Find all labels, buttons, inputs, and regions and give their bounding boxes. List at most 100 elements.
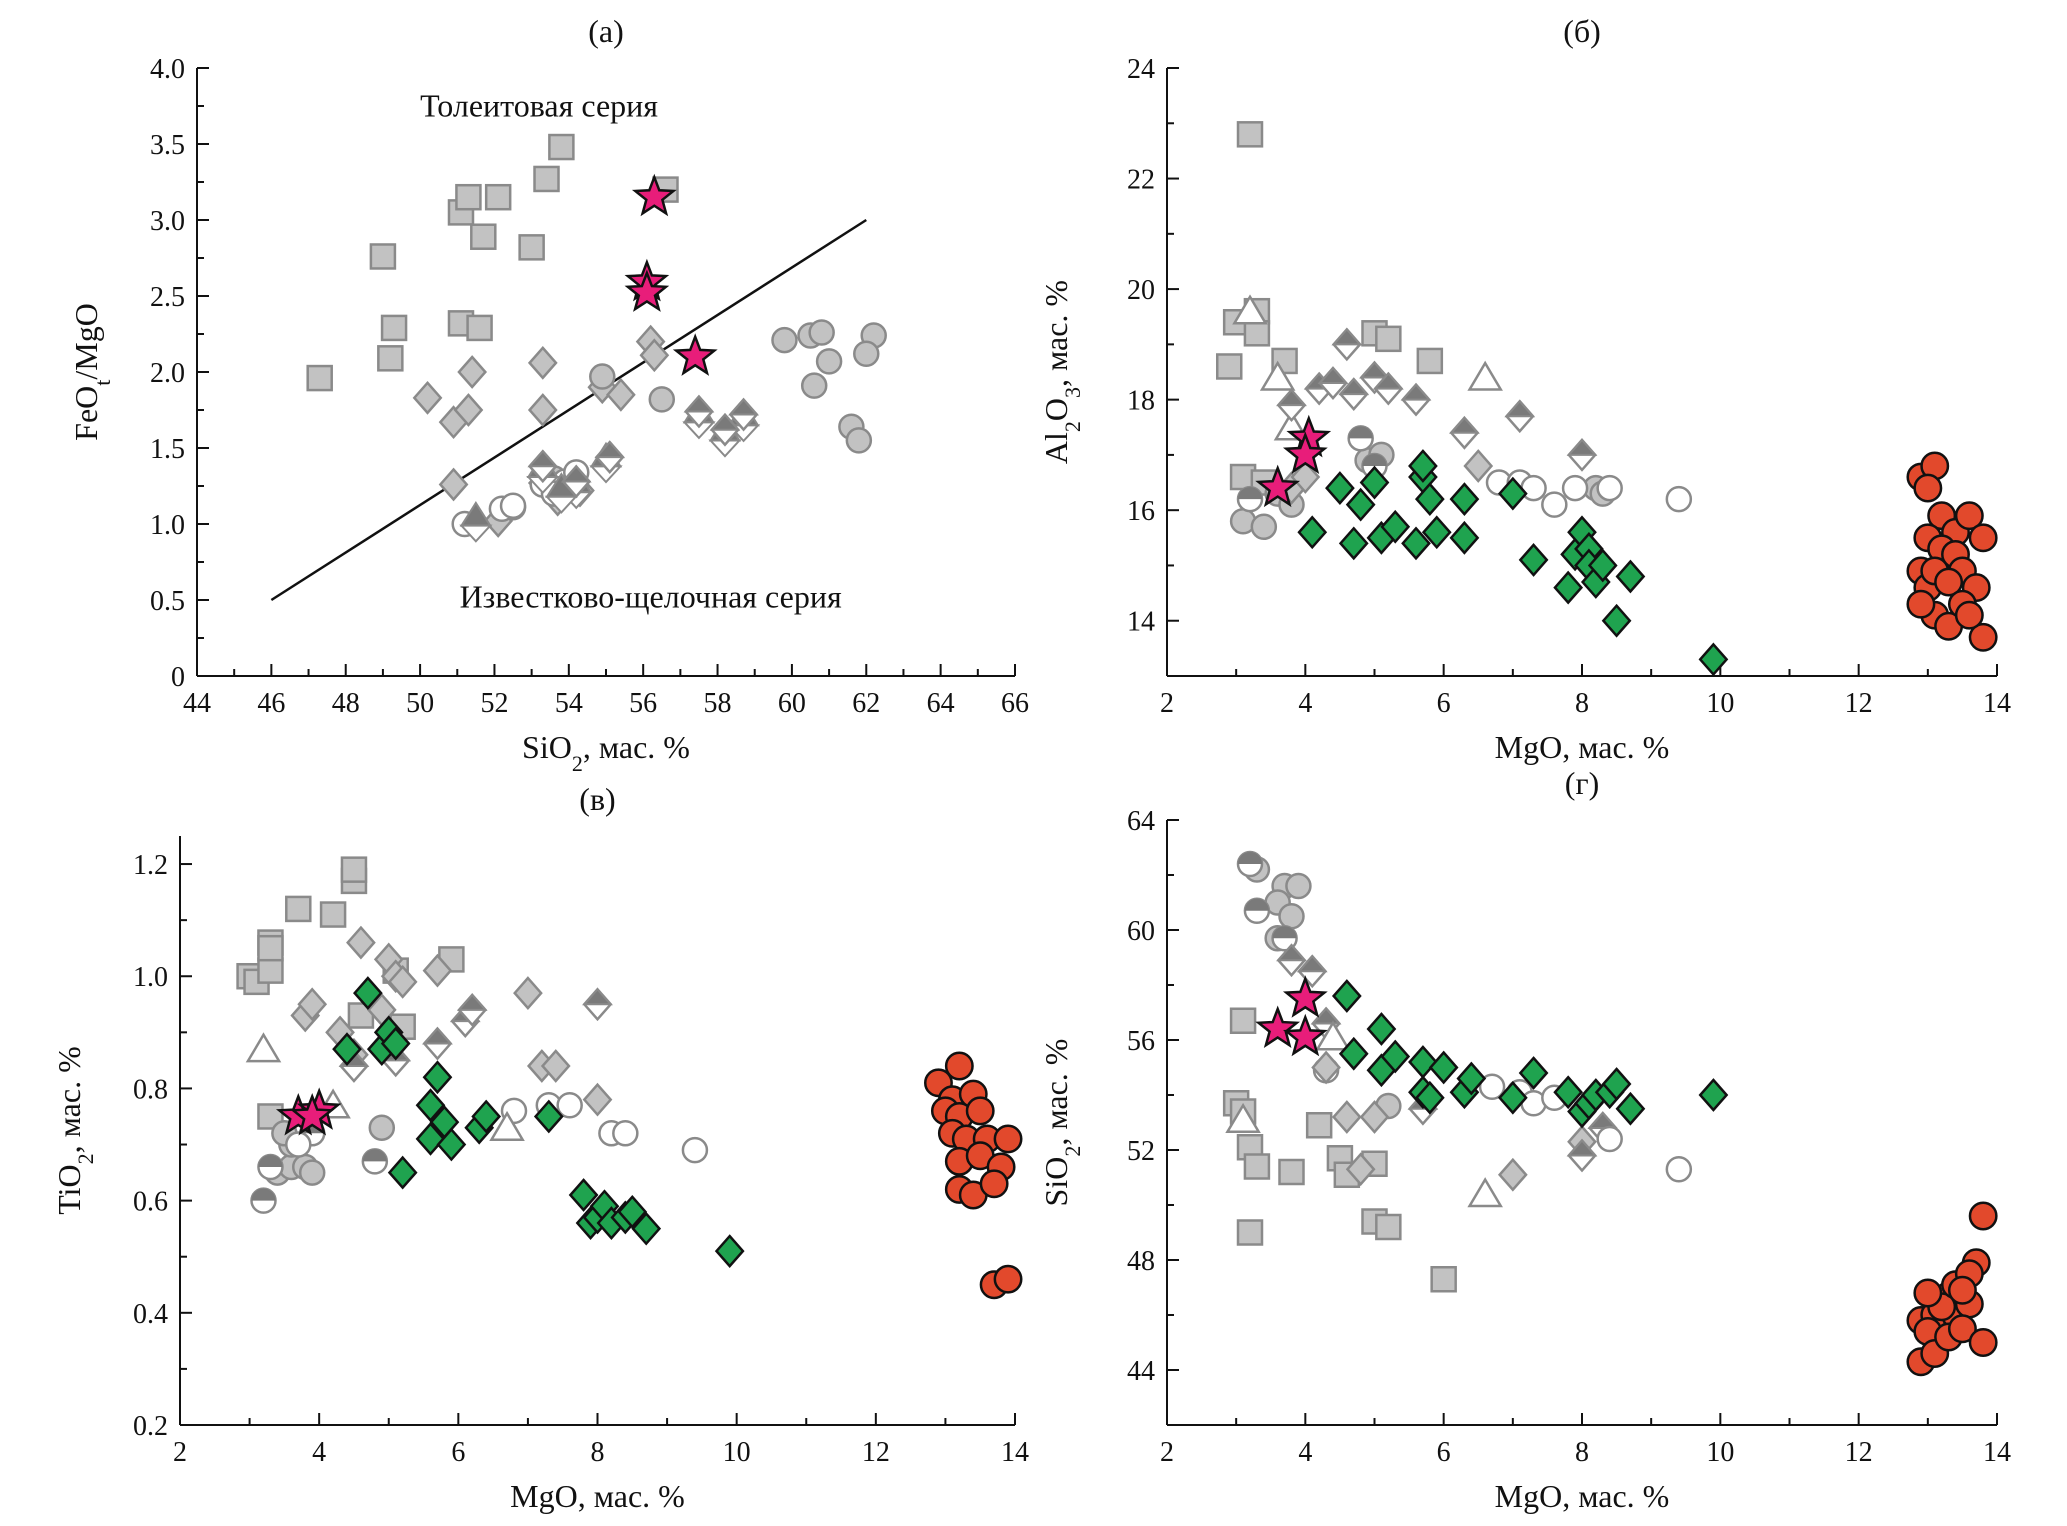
data-point-diamond	[1331, 1100, 1362, 1134]
data-point-diamond-half	[560, 464, 592, 499]
data-point-diamond-green	[631, 1211, 662, 1246]
data-point-square	[257, 934, 284, 962]
data-point-diamond-green	[1366, 1012, 1397, 1046]
data-point-triangle-open	[1467, 1177, 1503, 1208]
series-star	[275, 1087, 342, 1136]
series-circle-red	[1906, 1201, 1998, 1377]
data-point-diamond-green	[1615, 1091, 1646, 1126]
data-point-diamond-half	[594, 440, 626, 475]
data-point-triangle-open	[1467, 360, 1503, 391]
x-axis-label: MgO, мас. %	[1495, 729, 1670, 765]
data-point-circle-red	[1913, 473, 1943, 503]
data-point-circle-half	[1347, 425, 1374, 452]
x-tick-label: 58	[704, 688, 732, 719]
data-point-diamond-green	[714, 1234, 745, 1268]
y-axis-label: Al2O3, мас. %	[1038, 280, 1085, 464]
series-diamond-green	[332, 976, 745, 1268]
data-point-square	[377, 345, 404, 372]
x-tick-label: 54	[555, 688, 583, 719]
data-point-circle-open	[499, 492, 527, 520]
data-point-diamond-half	[1338, 377, 1370, 412]
data-point-square	[455, 183, 482, 211]
data-point-triangle-open	[1225, 1102, 1261, 1133]
x-tick-label: 2	[173, 1437, 187, 1468]
x-tick-label: 44	[183, 688, 211, 719]
data-point-circle-half	[361, 1148, 389, 1175]
data-point-diamond-half	[582, 987, 613, 1022]
data-point-square	[1305, 1112, 1333, 1139]
y-tick-label: 60	[1127, 916, 1155, 947]
data-point-diamond-half	[709, 412, 741, 447]
series-diamond-green	[1297, 449, 1729, 677]
data-point-square	[1216, 353, 1243, 380]
data-point-square	[1243, 1153, 1271, 1180]
data-point-square	[1430, 1266, 1457, 1293]
data-point-diamond-green	[1456, 1061, 1487, 1096]
data-point-star	[631, 173, 677, 217]
data-point-diamond-half	[1566, 1138, 1598, 1173]
data-point-diamond-green	[1331, 979, 1362, 1013]
data-point-diamond	[513, 976, 543, 1010]
chart-title: (г)	[1565, 765, 1599, 801]
x-tick-label: 12	[1845, 1437, 1873, 1468]
data-point-diamond	[582, 1082, 613, 1117]
chart-panel-4: 2 4 6 8 10 12 14 44 48 52 56 60 64 (г) MgO, мас. % SiO2…	[1038, 765, 2011, 1514]
series-square	[1216, 121, 1444, 496]
y-tick-label: 0.5	[150, 586, 185, 617]
data-point-diamond	[527, 393, 558, 427]
data-point-diamond-green	[1553, 570, 1584, 605]
data-point-circle-open	[1520, 474, 1547, 502]
data-point-square	[319, 901, 347, 928]
x-tick-label: 2	[1160, 688, 1174, 719]
data-point-circle-red	[944, 1051, 974, 1081]
data-point-diamond-green	[1359, 465, 1390, 500]
data-point-circle-red	[1968, 1201, 1998, 1231]
data-point-diamond	[1345, 1152, 1376, 1187]
x-tick-label: 8	[1575, 688, 1589, 719]
x-tick-label: 4	[1298, 1437, 1312, 1468]
data-point-square	[518, 234, 545, 261]
data-point-diamond-green	[353, 976, 383, 1010]
data-point-diamond-green	[1518, 1056, 1549, 1090]
x-tick-label: 4	[312, 1437, 326, 1468]
x-tick-label: 46	[257, 688, 285, 719]
data-point-triangle-open	[489, 1110, 525, 1141]
chart-panel-3: 2 4 6 8 10 12 14 0.2 0.4 0.6 0.8 1.0 1.2 (в) MgO, мас.…	[51, 781, 1029, 1514]
data-point-circle	[368, 1114, 396, 1141]
data-point-circle-open	[1596, 474, 1623, 502]
series-star	[624, 173, 718, 376]
data-point-circle-half	[1243, 897, 1271, 924]
data-point-diamond	[527, 345, 558, 380]
data-point-circle-red	[965, 1096, 995, 1126]
data-point-diamond-green	[380, 1026, 411, 1061]
data-point-star	[1255, 464, 1301, 508]
series-diamond-half	[527, 394, 759, 499]
data-point-diamond-green	[415, 1122, 446, 1156]
data-point-diamond	[346, 925, 376, 960]
data-point-square	[470, 223, 497, 250]
series-circle-open	[1485, 469, 1693, 518]
x-tick-label: 10	[723, 1437, 751, 1468]
data-point-diamond-green	[1497, 1080, 1528, 1115]
series-square	[306, 133, 679, 392]
data-point-diamond-green	[1615, 559, 1646, 594]
data-point-diamond-green	[617, 1194, 648, 1229]
y-tick-label: 44	[1127, 1356, 1155, 1387]
data-point-star	[1282, 1013, 1328, 1057]
data-point-circle-red	[1968, 523, 1998, 553]
data-point-diamond-green	[1553, 1075, 1584, 1110]
data-point-star	[624, 269, 670, 312]
data-point-square	[285, 895, 312, 923]
y-axis-label: TiO2, мас. %	[51, 1046, 98, 1215]
series-triangle-open	[1232, 294, 1503, 441]
data-point-star	[1255, 1005, 1301, 1049]
data-point-diamond-green	[387, 1155, 418, 1190]
data-point-diamond-half	[1372, 371, 1404, 406]
data-point-triangle	[459, 501, 493, 543]
data-point-circle-red	[1968, 1328, 1998, 1357]
data-point-diamond-green	[1414, 1080, 1445, 1115]
data-point-star	[1282, 975, 1328, 1018]
series-diamond	[412, 324, 670, 538]
x-tick-label: 6	[1437, 688, 1451, 719]
